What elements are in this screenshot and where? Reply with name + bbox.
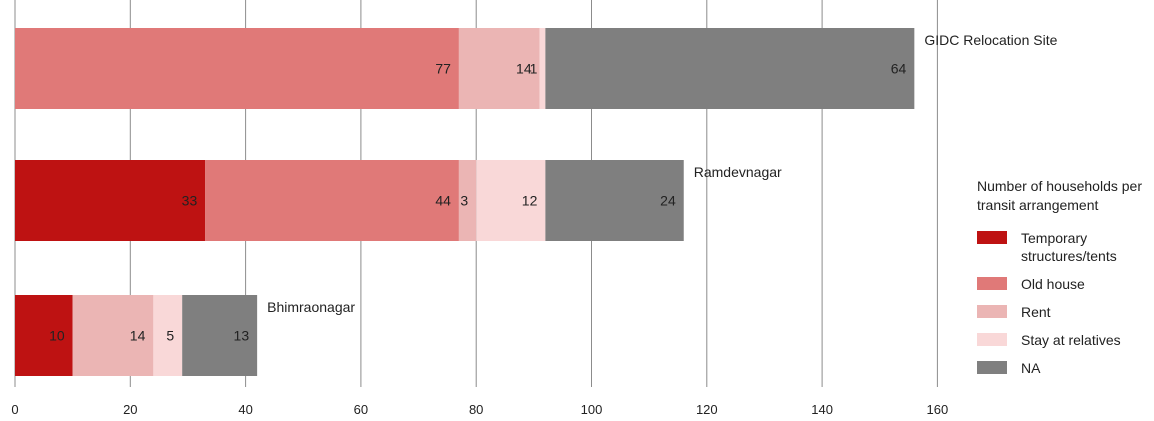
data-label: 77 (435, 61, 451, 77)
data-label: 64 (891, 61, 907, 77)
data-label: 14 (130, 328, 146, 344)
legend-title: Number of households per transit arrange… (977, 178, 1142, 213)
data-label: 12 (522, 193, 538, 209)
category-label: GIDC Relocation Site (924, 32, 1057, 48)
data-label: 33 (182, 193, 198, 209)
x-tick-label: 100 (581, 402, 603, 417)
data-label: 10 (49, 328, 65, 344)
category-label: Ramdevnagar (694, 164, 782, 180)
legend-swatch (977, 361, 1007, 374)
x-tick-label: 140 (811, 402, 833, 417)
data-label: 24 (660, 193, 676, 209)
bar-segment (539, 28, 546, 109)
legend-label: Old house (1021, 276, 1085, 292)
x-tick-label: 20 (123, 402, 137, 417)
data-label: 44 (435, 193, 451, 209)
x-tick-label: 160 (927, 402, 949, 417)
bar-segment (15, 295, 73, 376)
x-tick-label: 80 (469, 402, 483, 417)
legend: Number of households per transit arrange… (977, 177, 1152, 387)
x-tick-label: 0 (11, 402, 18, 417)
legend-label: Temporary structures/tents (1021, 230, 1117, 264)
bar-segment (153, 295, 183, 376)
data-label: 14 (516, 61, 532, 77)
bar-segment (205, 160, 459, 241)
data-label: 13 (234, 328, 250, 344)
data-label: 5 (166, 328, 174, 344)
legend-label: NA (1021, 360, 1041, 376)
bar-segment (15, 28, 459, 109)
legend-items: Temporary structures/tents Old house Rent S… (977, 229, 1152, 377)
legend-swatch (977, 231, 1007, 244)
data-label: 3 (460, 193, 468, 209)
legend-item: Temporary structures/tents (977, 229, 1152, 265)
category-labels: GIDC Relocation Site Ramdevnagar Bhimraona… (267, 32, 1057, 315)
legend-item: Old house (977, 275, 1152, 293)
legend-item: NA (977, 359, 1152, 377)
x-tick-label: 40 (238, 402, 252, 417)
bar-segment (15, 160, 206, 241)
bar-segment (458, 160, 477, 241)
legend-item: Rent (977, 303, 1152, 321)
legend-item: Stay at relatives (977, 331, 1152, 349)
bar-segment (545, 28, 915, 109)
x-axis: 0 20 40 60 80 100 120 140 160 (11, 402, 948, 417)
legend-swatch (977, 333, 1007, 346)
legend-label: Rent (1021, 304, 1051, 320)
bar-segment (72, 295, 154, 376)
x-tick-label: 60 (354, 402, 368, 417)
legend-swatch (977, 277, 1007, 290)
data-label: 1 (530, 61, 538, 77)
category-label: Bhimraonagar (267, 299, 355, 315)
bar-segment (182, 295, 258, 376)
bar-segment (458, 28, 540, 109)
legend-label: Stay at relatives (1021, 332, 1121, 348)
x-tick-label: 120 (696, 402, 718, 417)
legend-swatch (977, 305, 1007, 318)
bar-segment (545, 160, 684, 241)
bar-segment (476, 160, 546, 241)
